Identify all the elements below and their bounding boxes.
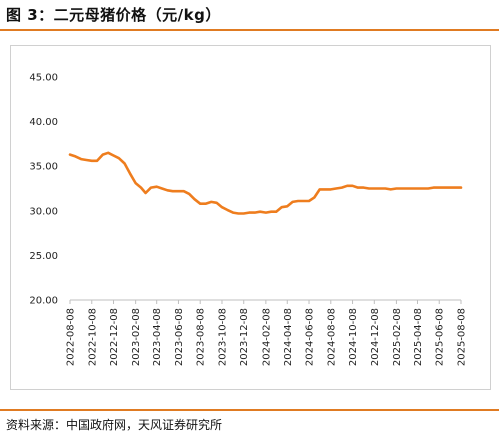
x-tick-label: 2023-04-08 [152, 308, 163, 366]
y-tick-label: 35.00 [29, 162, 58, 173]
bottom-rule [0, 409, 499, 411]
y-tick-label: 30.00 [29, 206, 58, 217]
axes [69, 299, 462, 304]
x-tick-label: 2025-08-08 [457, 308, 468, 366]
y-tick-label: 20.00 [29, 296, 58, 307]
x-tick-label: 2023-08-08 [196, 308, 207, 366]
source-note: 资料来源：中国政府网，天风证券研究所 [6, 418, 223, 432]
y-tick-label: 45.00 [29, 73, 58, 84]
x-tick-label: 2023-12-08 [239, 308, 250, 366]
chart-title: 图 3：二元母猪价格（元/kg） [6, 6, 221, 24]
series-line [68, 151, 463, 215]
x-axis-labels: 2022-08-08 2022-10-08 2022-12-08 2023-02-08… [66, 308, 468, 366]
y-tick-label: 25.00 [29, 251, 58, 262]
x-tick-label: 2024-10-08 [348, 308, 359, 366]
x-tick-label: 2022-10-08 [87, 308, 98, 366]
x-tick-label: 2024-08-08 [326, 308, 337, 366]
x-tick-label: 2024-06-08 [305, 308, 316, 366]
x-tick-label: 2023-06-08 [174, 308, 185, 366]
x-tick-label: 2023-02-08 [131, 308, 142, 366]
x-tick-label: 2025-04-08 [413, 308, 424, 366]
x-tick-label: 2024-04-08 [283, 308, 294, 366]
x-tick-label: 2024-02-08 [261, 308, 272, 366]
x-tick-label: 2024-12-08 [370, 308, 381, 366]
y-axis-labels: 20.00 25.00 30.00 35.00 40.00 45.00 [29, 73, 58, 307]
x-tick-label: 2025-06-08 [435, 308, 446, 366]
x-tick-label: 2022-12-08 [109, 308, 120, 366]
x-tick-label: 2025-02-08 [392, 308, 403, 366]
x-tick-label: 2022-08-08 [66, 308, 77, 366]
top-rule [0, 29, 499, 31]
x-tick-label: 2023-10-08 [217, 308, 228, 366]
series-group [68, 151, 463, 215]
plot-frame [10, 45, 491, 390]
y-tick-label: 40.00 [29, 117, 58, 128]
